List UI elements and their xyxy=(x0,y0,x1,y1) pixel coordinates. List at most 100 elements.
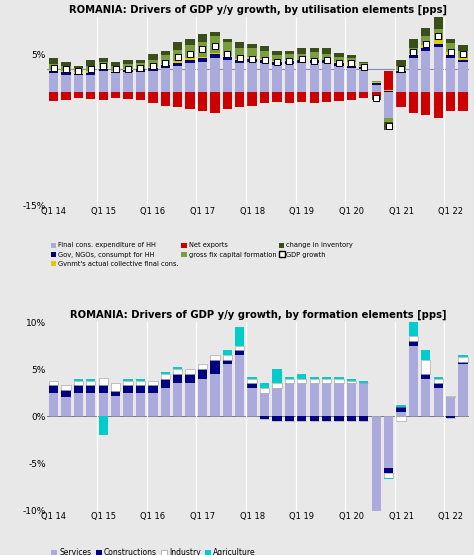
Bar xyxy=(409,48,418,54)
Point xyxy=(347,58,355,67)
Bar xyxy=(148,68,157,71)
Bar xyxy=(322,54,331,59)
Bar xyxy=(198,369,207,379)
Point xyxy=(422,39,429,48)
Bar xyxy=(223,360,232,365)
Point xyxy=(211,42,219,51)
Bar xyxy=(161,92,170,105)
Bar xyxy=(235,63,245,92)
Bar xyxy=(446,52,456,55)
Bar xyxy=(123,381,133,385)
Bar xyxy=(384,468,393,473)
Bar xyxy=(322,63,331,92)
Bar xyxy=(297,60,306,63)
Bar xyxy=(297,92,306,102)
Bar xyxy=(247,57,257,59)
Bar xyxy=(396,412,406,416)
Bar xyxy=(247,384,257,388)
Bar xyxy=(86,393,95,416)
Bar xyxy=(99,416,108,435)
Bar xyxy=(148,71,157,92)
Bar xyxy=(372,84,381,92)
Bar xyxy=(61,92,71,99)
Bar xyxy=(434,44,443,47)
Bar xyxy=(359,384,368,416)
Bar xyxy=(61,75,71,92)
Bar xyxy=(123,70,133,73)
Bar xyxy=(123,379,133,381)
Bar xyxy=(421,51,430,92)
Bar xyxy=(297,379,306,384)
Bar xyxy=(49,381,58,385)
Bar xyxy=(310,384,319,416)
Bar xyxy=(61,71,71,73)
Point xyxy=(285,57,293,65)
Point xyxy=(174,52,182,61)
Bar xyxy=(99,71,108,92)
Bar xyxy=(421,36,430,44)
Bar xyxy=(61,390,71,397)
Bar xyxy=(223,60,232,92)
Bar xyxy=(322,92,331,102)
Bar xyxy=(347,55,356,58)
Bar xyxy=(49,70,58,71)
Bar xyxy=(285,379,294,384)
Bar xyxy=(409,54,418,55)
Bar xyxy=(210,355,219,360)
Bar xyxy=(334,63,344,65)
Bar xyxy=(334,65,344,92)
Point xyxy=(459,50,467,59)
Bar xyxy=(334,62,344,63)
Bar xyxy=(434,388,443,416)
Bar xyxy=(86,75,95,92)
Point xyxy=(100,62,107,71)
Title: ROMANIA: Drivers of GDP y/y growth, by formation elements [pps]: ROMANIA: Drivers of GDP y/y growth, by f… xyxy=(70,310,447,320)
Bar xyxy=(359,381,368,384)
Bar xyxy=(272,62,282,65)
Bar xyxy=(396,416,406,421)
Bar xyxy=(136,60,145,63)
Bar xyxy=(446,39,456,43)
Bar xyxy=(322,377,331,379)
Bar xyxy=(409,38,418,48)
Bar xyxy=(185,374,195,384)
Bar xyxy=(235,350,245,355)
Legend: Final cons. expenditure of HH, Gov, NGOs, consumpt for HH, Gvnmt's actual collec: Final cons. expenditure of HH, Gov, NGOs… xyxy=(51,243,353,267)
Bar xyxy=(111,72,120,73)
Bar xyxy=(359,69,368,92)
Bar xyxy=(458,362,468,365)
Bar xyxy=(347,381,356,384)
Bar xyxy=(61,397,71,416)
Bar xyxy=(272,55,282,61)
Bar xyxy=(384,122,393,130)
Bar xyxy=(111,71,120,72)
Bar xyxy=(74,379,83,381)
Bar xyxy=(161,52,170,55)
Bar xyxy=(260,52,269,59)
Bar xyxy=(74,75,83,92)
Bar xyxy=(86,381,95,385)
Bar xyxy=(297,374,306,379)
Bar xyxy=(210,32,219,36)
Bar xyxy=(421,44,430,48)
Bar xyxy=(185,63,195,92)
Bar xyxy=(446,58,456,92)
Bar xyxy=(260,60,269,63)
Bar xyxy=(409,336,418,341)
Bar xyxy=(185,38,195,44)
Point xyxy=(435,31,442,40)
Bar xyxy=(148,54,157,59)
Point xyxy=(323,55,330,64)
Bar xyxy=(235,327,245,346)
Bar xyxy=(372,511,381,515)
Bar xyxy=(347,62,356,65)
Point xyxy=(62,65,70,74)
Bar xyxy=(235,59,245,60)
Bar xyxy=(359,62,368,63)
Bar xyxy=(235,48,245,59)
Point xyxy=(298,54,306,63)
Bar xyxy=(161,388,170,416)
Bar xyxy=(372,515,381,518)
Bar xyxy=(223,57,232,60)
Bar xyxy=(434,40,443,44)
